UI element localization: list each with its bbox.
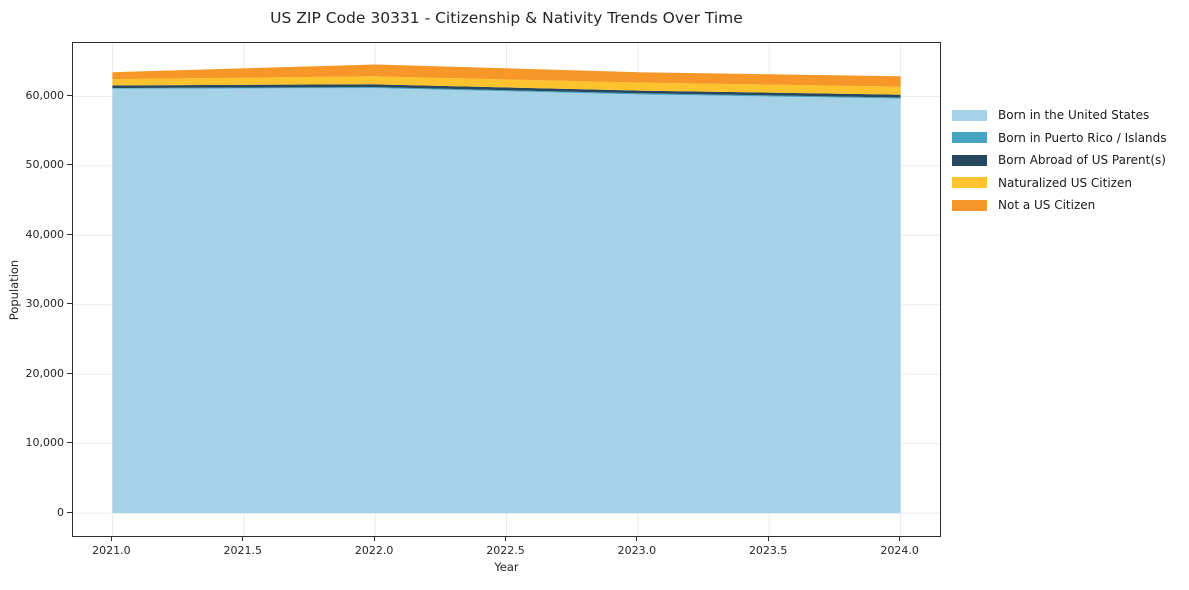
- x-tick-label: 2021.5: [223, 544, 263, 557]
- y-tick-label: 10,000: [25, 436, 65, 450]
- x-tickmark: [899, 536, 901, 542]
- x-tick-label: 2021.0: [92, 544, 131, 557]
- x-tickmark: [636, 536, 638, 542]
- chart-title: US ZIP Code 30331 - Citizenship & Nativi…: [270, 9, 743, 27]
- y-tick-label: 30,000: [25, 297, 65, 311]
- legend-item: Born Abroad of US Parent(s): [952, 149, 1167, 172]
- area-series-1: [112, 87, 901, 99]
- legend-swatch-icon: [952, 154, 987, 166]
- legend-item: Born in Puerto Rico / Islands: [952, 127, 1167, 150]
- y-tick-label: 0: [57, 505, 64, 519]
- plot-area: [73, 43, 940, 536]
- x-tickmark: [110, 536, 112, 542]
- y-tick-label: 60,000: [25, 89, 65, 102]
- legend-item: Born in the United States: [952, 104, 1167, 127]
- y-tick-label: 40,000: [25, 227, 65, 241]
- y-tick-label: 50,000: [25, 158, 65, 172]
- y-tickmark: [67, 511, 72, 513]
- legend-label: Not a US Citizen: [998, 198, 1096, 213]
- y-tickmark: [67, 164, 72, 166]
- legend-swatch-icon: [952, 199, 987, 211]
- x-tick-label: 2022.5: [486, 544, 525, 557]
- y-tickmark: [67, 233, 72, 235]
- y-tickmark: [67, 303, 72, 305]
- y-tick-label: 20,000: [25, 366, 65, 380]
- y-axis-label: Population: [7, 259, 21, 321]
- area-series-4: [112, 64, 901, 87]
- y-tickmark: [67, 94, 72, 97]
- legend-item: Naturalized US Citizen: [952, 172, 1167, 195]
- x-tick-label: 2023.0: [617, 544, 657, 557]
- x-tick-label: 2023.5: [748, 544, 788, 557]
- legend-label: Born in the United States: [998, 108, 1150, 123]
- x-tickmark: [242, 536, 244, 542]
- x-tickmark: [767, 536, 769, 542]
- y-tickmark: [67, 442, 72, 444]
- x-tick-label: 2024.0: [880, 544, 919, 557]
- legend-label: Naturalized US Citizen: [998, 175, 1132, 190]
- x-tickmark: [373, 536, 375, 542]
- legend-swatch-icon: [952, 132, 987, 144]
- legend-swatch-icon: [952, 177, 987, 189]
- legend-label: Born in Puerto Rico / Islands: [998, 130, 1167, 145]
- x-axis-label: Year: [494, 560, 519, 574]
- legend-swatch-icon: [952, 109, 987, 121]
- x-tickmark: [504, 536, 507, 542]
- legend: Born in the United States Born in Puerto …: [952, 104, 1167, 217]
- legend-label: Born Abroad of US Parent(s): [998, 153, 1166, 168]
- area-series-3: [112, 76, 901, 95]
- y-tickmark: [67, 372, 72, 374]
- legend-item: Not a US Citizen: [952, 194, 1167, 217]
- area-series-2: [112, 84, 901, 98]
- x-tick-label: 2022.0: [354, 544, 394, 557]
- area-series-0: [112, 88, 901, 514]
